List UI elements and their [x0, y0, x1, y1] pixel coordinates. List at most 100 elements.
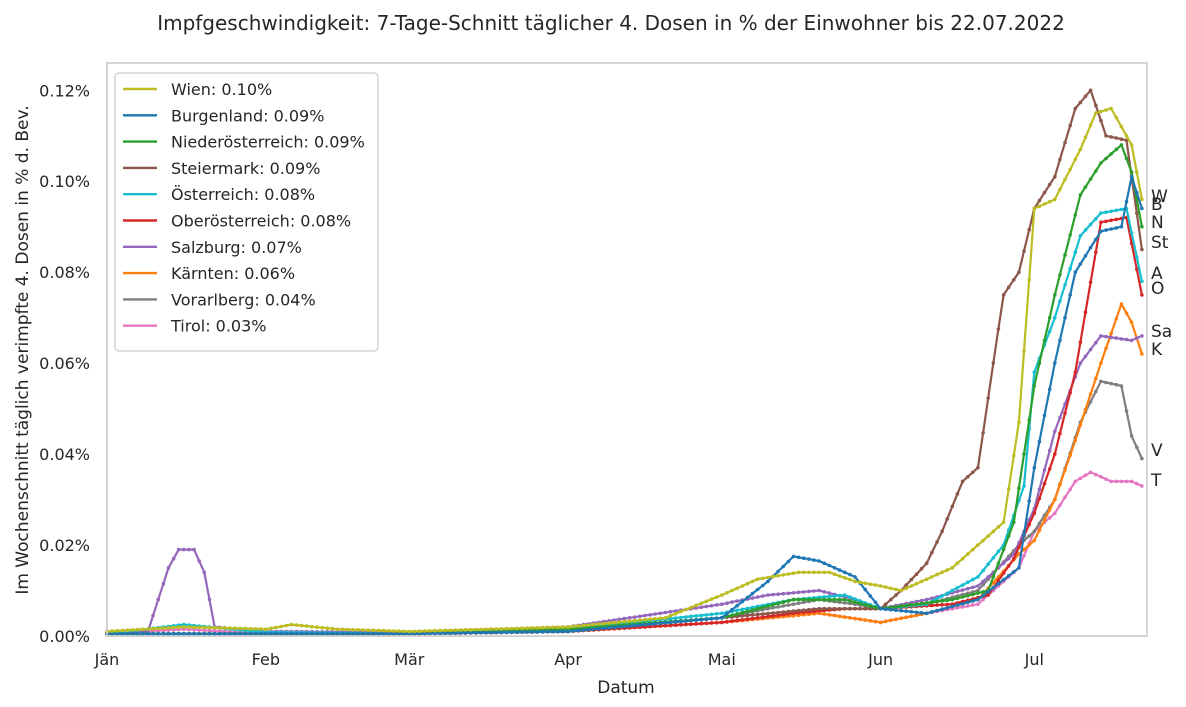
series-point [704, 599, 709, 604]
series-point [1094, 472, 1098, 477]
series-point [935, 596, 939, 601]
series-point [1001, 561, 1006, 565]
series-point [581, 628, 586, 632]
series-point [120, 631, 125, 636]
series-point [694, 614, 698, 618]
series-point [894, 593, 898, 597]
series-point [761, 576, 765, 581]
series-point [694, 618, 698, 622]
series-point [428, 631, 432, 636]
series-point [914, 613, 919, 618]
series-point [1058, 503, 1062, 508]
series-point [735, 618, 739, 623]
series-point [709, 616, 714, 621]
series-point [883, 602, 888, 606]
series-point [1063, 495, 1067, 500]
series-point [945, 598, 949, 603]
series-point [1042, 468, 1047, 472]
series-point [1135, 255, 1139, 259]
series-point [868, 606, 873, 611]
series-point [1114, 208, 1119, 213]
series-point [750, 605, 755, 610]
series-point [812, 607, 816, 611]
series-point [1114, 382, 1119, 387]
series-point [479, 627, 483, 632]
series-point [197, 625, 201, 630]
series-point [602, 626, 606, 631]
series-point [796, 597, 801, 602]
series-point [740, 599, 745, 604]
series-point [781, 610, 786, 614]
series-point [135, 627, 140, 632]
series-point [1135, 211, 1139, 215]
series-point [935, 608, 939, 613]
series-point [1027, 499, 1031, 503]
series-point [1042, 202, 1047, 206]
series-point [1119, 143, 1124, 147]
series-point [689, 618, 693, 623]
series-point [996, 525, 1001, 529]
series-point [192, 547, 196, 552]
series-point [761, 583, 765, 588]
series-point [125, 628, 130, 632]
series-point [663, 616, 668, 620]
series-point [673, 616, 678, 620]
series-point [653, 624, 657, 629]
end-label-O: O [1151, 279, 1164, 299]
series-point [1078, 234, 1083, 238]
series-point [873, 605, 878, 610]
series-point [740, 610, 745, 615]
series-point [735, 586, 739, 591]
series-point [807, 570, 811, 575]
series-point [1104, 156, 1108, 161]
series-point [463, 628, 468, 632]
series-point [776, 601, 780, 606]
series-point [1017, 420, 1021, 425]
series-point [1119, 302, 1124, 306]
series-point [346, 627, 350, 632]
series-point [1022, 547, 1026, 552]
series-point [197, 628, 201, 632]
series-point [1073, 438, 1078, 443]
series-point [960, 601, 965, 606]
series-point [1114, 226, 1119, 230]
series-point [1119, 207, 1124, 212]
series-point [940, 599, 944, 603]
series-point [842, 570, 847, 575]
series-point [720, 620, 724, 625]
series-point [238, 626, 242, 631]
end-label-K: K [1151, 340, 1163, 360]
series-point [1078, 100, 1083, 105]
series-point [612, 618, 616, 622]
series-point [730, 619, 734, 623]
x-axis-label: Datum [597, 678, 655, 698]
series-point [832, 594, 837, 598]
series-point [1032, 370, 1037, 375]
series-point [648, 617, 652, 621]
series-point [1058, 338, 1062, 343]
series-point [883, 585, 888, 589]
legend-label: Österreich: 0.08% [171, 185, 315, 204]
series-point [566, 629, 570, 634]
series-point [274, 625, 278, 630]
series-point [899, 588, 903, 593]
series-point [1099, 161, 1103, 165]
series-point [1088, 400, 1093, 404]
series-point [868, 604, 873, 608]
series-point [924, 577, 929, 581]
series-point [361, 628, 366, 632]
series-point [981, 593, 985, 598]
series-point [130, 628, 135, 632]
series-point [253, 631, 258, 636]
series-point [714, 620, 719, 625]
series-point [499, 627, 504, 631]
series-point [1047, 448, 1052, 453]
series-point [658, 611, 663, 616]
series-point [1032, 529, 1037, 534]
series-point [827, 613, 832, 617]
series-point [658, 616, 663, 621]
series-point [264, 627, 268, 631]
series-point [463, 631, 468, 635]
series-point [832, 572, 837, 576]
series-point [571, 629, 575, 633]
